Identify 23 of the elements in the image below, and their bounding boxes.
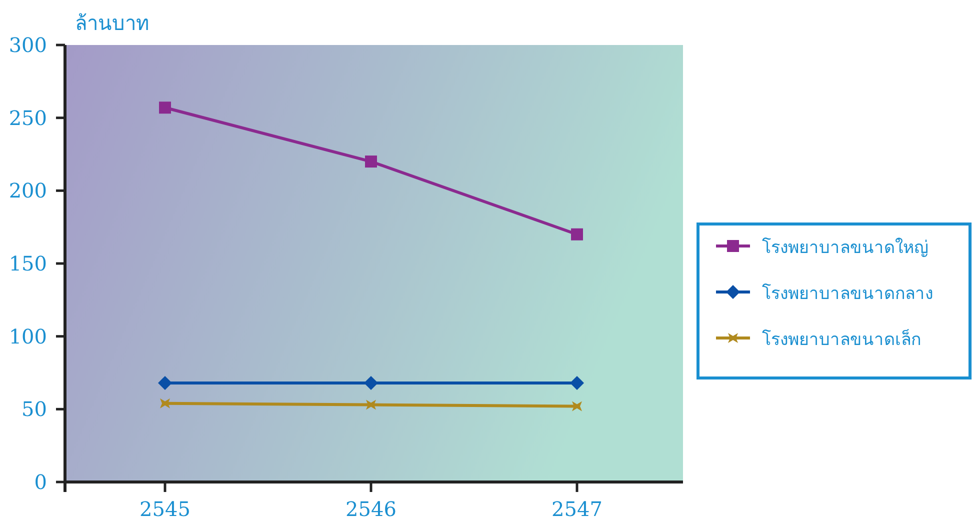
legend-label: โรงพยาบาลขนาดเล็ก bbox=[762, 328, 921, 350]
y-tick-label: 50 bbox=[22, 397, 47, 422]
point bbox=[158, 376, 172, 390]
x-tick-label: 2545 bbox=[140, 497, 190, 521]
legend-label: โรงพยาบาลขนาดใหญ่ bbox=[762, 237, 928, 258]
y-tick-label: 200 bbox=[8, 178, 47, 203]
x-tick-label: 2546 bbox=[346, 497, 396, 521]
point bbox=[572, 401, 582, 412]
y-tick-label: 250 bbox=[8, 106, 47, 130]
y-tick-label: 100 bbox=[8, 324, 47, 348]
point bbox=[364, 376, 378, 390]
y-tick-label: 0 bbox=[34, 470, 47, 494]
point bbox=[365, 156, 377, 168]
legend-label: โรงพยาบาลขนาดกลาง bbox=[762, 283, 933, 304]
x-tick-label: 2547 bbox=[552, 497, 602, 521]
y-tick-label: 300 bbox=[8, 33, 47, 57]
point bbox=[366, 400, 376, 410]
point bbox=[160, 398, 170, 408]
point bbox=[571, 228, 583, 240]
y-tick-label: 150 bbox=[8, 252, 47, 276]
point bbox=[570, 376, 584, 390]
point bbox=[159, 102, 171, 114]
y-axis-title: ล้านบาท bbox=[75, 11, 149, 35]
